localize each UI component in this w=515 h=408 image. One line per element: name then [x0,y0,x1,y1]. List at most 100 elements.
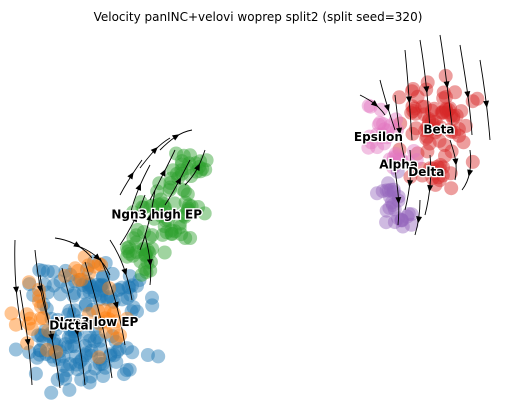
cell-point [126,300,141,315]
velocity-arrowhead [416,216,423,224]
cell-point [105,266,120,281]
cell-point [393,116,408,131]
cell-point [120,241,135,256]
velocity-arrowhead [24,338,31,347]
cell-point [103,289,118,304]
cell-point [134,267,149,282]
cell-point [44,385,59,400]
cell-point [369,127,384,142]
cell-point [420,120,435,135]
cell-point [164,171,179,186]
cell-point [449,108,464,123]
cell-point [408,106,423,121]
cell-point [162,183,177,198]
cell-point [180,187,195,202]
cell-point [410,146,425,161]
cell-point [183,148,198,163]
cell-point [386,198,400,213]
cell-point [104,303,119,317]
cell-point [50,312,65,327]
cell-point [420,144,435,159]
velocity-arrowhead [159,169,166,177]
cell-point [387,150,401,165]
velocity-arrowhead [36,285,43,293]
velocity-streamline [419,39,431,131]
cell-point [165,227,180,241]
cell-point [58,263,73,278]
cell-point [181,201,196,216]
cell-point [26,288,41,303]
cell-point [456,135,471,150]
cell-point [112,342,127,356]
velocity-streamline [14,239,23,331]
cluster-label-delta: Delta [408,165,444,179]
cell-point [443,166,458,181]
cell-point [437,138,452,153]
cell-point [107,348,122,363]
cell-point [121,244,135,259]
cell-point [60,279,75,294]
cell-point [164,223,179,238]
cell-point [392,90,407,105]
cell-point [78,297,93,312]
cell-point [400,209,415,224]
cell-point [415,168,430,183]
cell-point [114,280,129,295]
cell-point [362,129,377,144]
cell-point [391,152,406,167]
cell-point [447,125,462,140]
cell-point [73,272,88,287]
cell-point [133,195,148,210]
cell-point [198,162,213,177]
cell-point [4,306,19,321]
cell-point [52,344,67,359]
cell-point [60,363,75,377]
cell-point [438,90,453,104]
cell-point [407,101,422,116]
cell-point [122,240,136,254]
cell-point [420,129,435,144]
cell-point [425,171,440,186]
cell-point [166,163,181,178]
cell-point [69,329,83,344]
cell-point [125,345,140,360]
cell-point [380,130,395,145]
cell-point [140,348,155,362]
cell-point [176,182,190,197]
cell-point [92,292,107,307]
velocity-arrowhead [127,172,134,180]
cell-point [130,222,145,237]
cell-point [182,198,197,213]
cell-point [91,256,106,271]
cell-point [422,136,437,151]
cell-point [122,246,137,261]
velocity-arrowhead [171,134,180,141]
cell-point [377,122,392,137]
cell-point [409,121,424,136]
cell-point [373,115,387,130]
cell-point [389,149,404,164]
cell-point [421,123,436,138]
cell-point [415,99,430,114]
cell-point [33,343,48,358]
velocity-streamline [459,44,473,136]
cell-point [56,349,71,364]
velocity-arrowhead [146,259,153,267]
cell-point [50,372,65,387]
cell-point [93,352,108,367]
cell-point [424,114,439,129]
cell-point [92,350,106,365]
cell-point [33,311,48,326]
cell-point [137,225,151,239]
cell-point [98,256,113,270]
cell-point [109,331,124,346]
velocity-streamline [99,257,126,346]
cell-point [379,203,394,218]
cell-point [46,278,61,293]
cell-point [95,283,110,298]
cell-point [49,337,64,352]
cell-point [62,322,77,337]
cell-point [406,82,421,96]
cell-point [84,280,99,295]
cell-point [130,304,144,319]
